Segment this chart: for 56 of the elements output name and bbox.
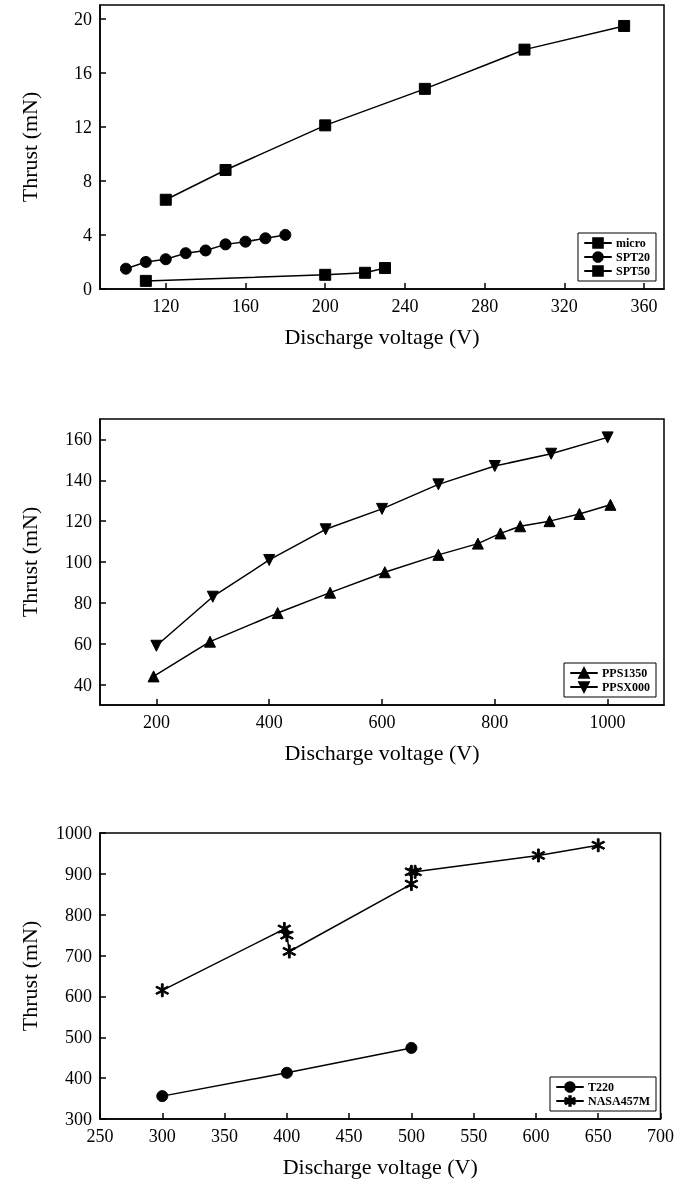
x-tick-label: 120 [152,296,180,316]
y-tick-label: 16 [74,62,92,83]
x-tick-label: 160 [231,296,259,316]
y-tick-label: 80 [74,592,92,613]
legend-label: PPS1350 [602,666,648,680]
x-tick-label: 500 [397,1126,425,1146]
x-tick-label: 200 [142,712,170,732]
y-tick-label: 4 [83,224,92,245]
x-tick-label: 350 [211,1126,239,1146]
y-tick-label: 1000 [56,823,92,843]
x-tick-label: 400 [273,1126,301,1146]
legend-label: NASA457M [588,1094,650,1108]
x-tick-label: 650 [584,1126,612,1146]
x-tick-label: 200 [311,296,339,316]
x-tick-label: 1000 [589,712,626,732]
y-tick-label: 140 [65,470,92,491]
y-tick-label: 0 [83,279,92,299]
y-tick-label: 8 [83,170,92,191]
x-axis-title: Discharge voltage (V) [284,323,480,349]
y-tick-label: 20 [74,8,92,29]
x-tick-label: 700 [647,1126,674,1146]
y-tick-label: 600 [65,986,92,1007]
x-tick-label: 360 [630,296,658,316]
x-tick-label: 300 [148,1126,176,1146]
x-tick-label: 600 [368,712,396,732]
y-axis-title: Thrust (mN) [16,91,42,203]
x-tick-label: 600 [522,1126,550,1146]
y-axis-title: Thrust (mN) [16,506,42,618]
x-tick-label: 280 [471,296,499,316]
y-tick-label: 60 [74,633,92,654]
legend-label: SPT50 [615,264,651,278]
x-tick-label: 800 [481,712,509,732]
x-tick-label: 240 [391,296,419,316]
x-tick-label: 450 [335,1126,363,1146]
legend-label: PPSX000 [602,680,650,694]
legend-label: SPT20 [615,250,651,264]
x-tick-label: 250 [86,1126,114,1146]
y-tick-label: 700 [65,945,92,966]
y-tick-label: 12 [74,116,92,137]
x-tick-label: 400 [255,712,283,732]
x-axis-title: Discharge voltage (V) [284,739,480,765]
y-tick-label: 400 [65,1068,92,1089]
x-tick-label: 320 [550,296,578,316]
y-tick-label: 160 [65,429,92,450]
y-tick-label: 900 [65,863,92,884]
x-tick-label: 550 [460,1126,488,1146]
y-axis-title: Thrust (mN) [16,920,42,1032]
y-tick-label: 120 [65,511,92,532]
legend-label: T220 [588,1080,615,1094]
y-tick-label: 300 [65,1109,92,1129]
y-tick-label: 500 [65,1027,92,1048]
legend-label: micro [615,236,646,250]
x-axis-title: Discharge voltage (V) [282,1153,478,1179]
y-tick-label: 800 [65,904,92,925]
y-tick-label: 40 [74,674,92,695]
y-tick-label: 100 [65,552,92,572]
